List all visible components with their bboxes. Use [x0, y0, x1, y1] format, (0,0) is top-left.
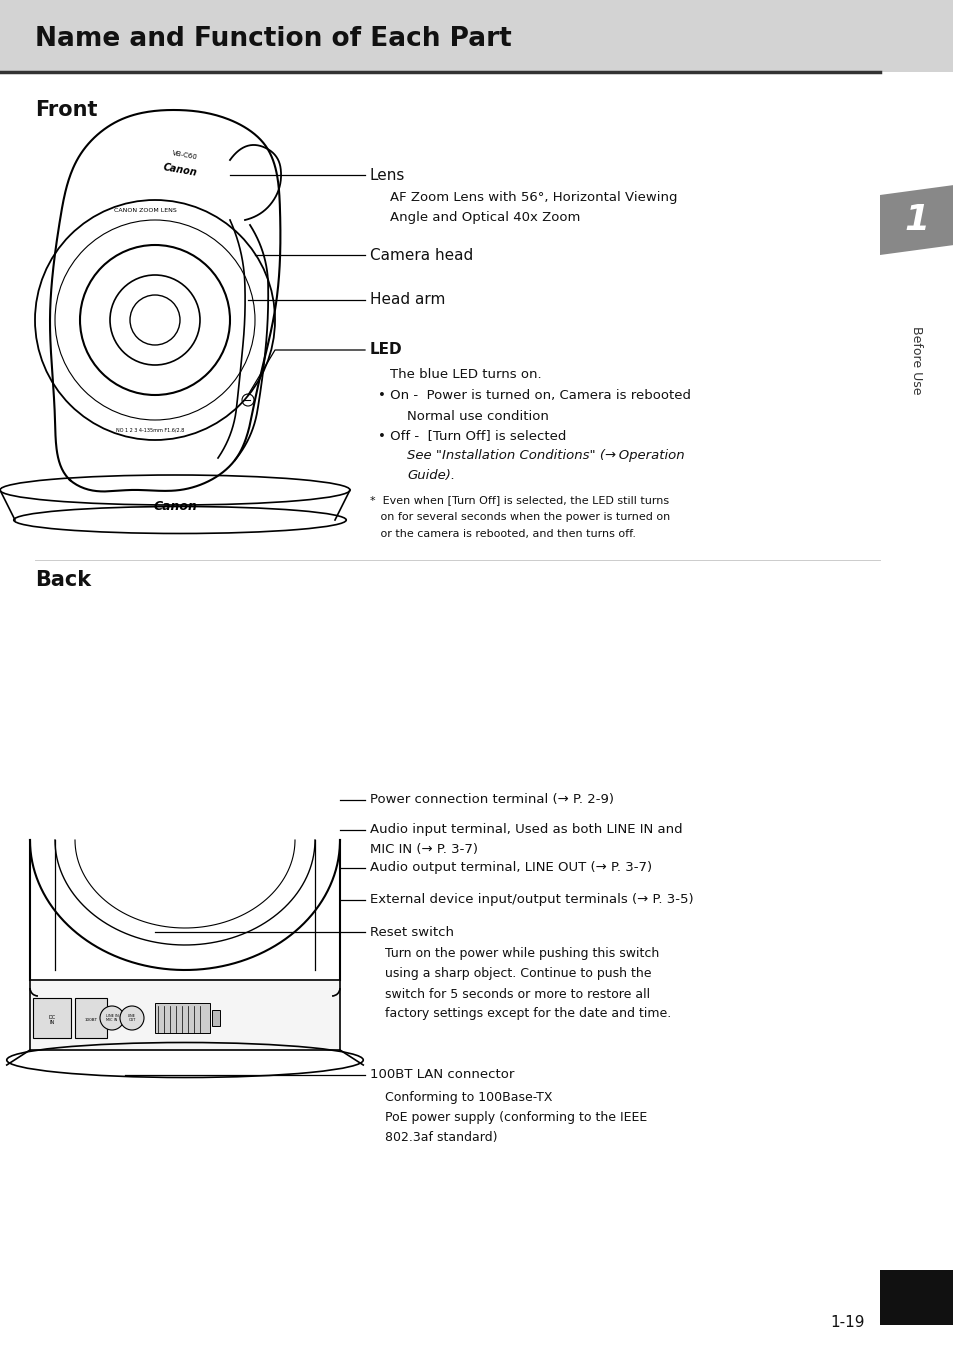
Text: Conforming to 100Base-TX: Conforming to 100Base-TX [385, 1091, 552, 1103]
Text: NO 1 2 3 4-135mm F1.6/2.8: NO 1 2 3 4-135mm F1.6/2.8 [115, 427, 184, 433]
Text: Canon: Canon [152, 500, 196, 512]
Text: on for several seconds when the power is turned on: on for several seconds when the power is… [370, 512, 670, 522]
Text: MIC IN (→ P. 3-7): MIC IN (→ P. 3-7) [370, 844, 477, 857]
Text: CANON ZOOM LENS: CANON ZOOM LENS [113, 208, 176, 214]
Circle shape [120, 1006, 144, 1030]
Text: DC
IN: DC IN [49, 1014, 55, 1025]
Text: PoE power supply (conforming to the IEEE: PoE power supply (conforming to the IEEE [385, 1110, 646, 1124]
Text: Before Use: Before Use [909, 326, 923, 395]
Polygon shape [879, 185, 953, 256]
Text: Angle and Optical 40x Zoom: Angle and Optical 40x Zoom [390, 211, 579, 224]
Text: or the camera is rebooted, and then turns off.: or the camera is rebooted, and then turn… [370, 529, 636, 539]
Text: Lens: Lens [370, 168, 405, 183]
Text: LED: LED [370, 342, 402, 357]
Text: LINE IN
MIC IN: LINE IN MIC IN [106, 1014, 118, 1022]
Bar [75, 998, 107, 1038]
Text: Canon: Canon [162, 162, 197, 178]
Text: See "Installation Conditions" (→ Operation: See "Installation Conditions" (→ Operati… [407, 449, 684, 462]
Bar [879, 1270, 953, 1325]
Bar [30, 980, 339, 1051]
Bar [33, 998, 71, 1038]
Text: Audio output terminal, LINE OUT (→ P. 3-7): Audio output terminal, LINE OUT (→ P. 3-… [370, 861, 652, 875]
Text: Turn on the power while pushing this switch: Turn on the power while pushing this swi… [385, 948, 659, 960]
Text: using a sharp object. Continue to push the: using a sharp object. Continue to push t… [385, 968, 651, 980]
Text: 1: 1 [903, 203, 928, 237]
Text: Normal use condition: Normal use condition [407, 410, 548, 422]
Text: Power connection terminal (→ P. 2-9): Power connection terminal (→ P. 2-9) [370, 794, 614, 807]
Text: *  Even when [Turn Off] is selected, the LED still turns: * Even when [Turn Off] is selected, the … [370, 495, 668, 506]
Text: Audio input terminal, Used as both LINE IN and: Audio input terminal, Used as both LINE … [370, 823, 682, 837]
Bar [0, 0, 953, 72]
Text: Head arm: Head arm [370, 292, 445, 307]
Text: 1-19: 1-19 [830, 1315, 864, 1330]
Text: • On -  Power is turned on, Camera is rebooted: • On - Power is turned on, Camera is reb… [377, 389, 690, 403]
Bar [212, 1010, 220, 1026]
Text: • Off -  [Turn Off] is selected: • Off - [Turn Off] is selected [377, 430, 566, 442]
Text: 100BT LAN connector: 100BT LAN connector [370, 1068, 514, 1082]
Text: Reset switch: Reset switch [370, 926, 454, 938]
Text: External device input/output terminals (→ P. 3-5): External device input/output terminals (… [370, 894, 693, 906]
Text: factory settings except for the date and time.: factory settings except for the date and… [385, 1007, 671, 1021]
Text: Name and Function of Each Part: Name and Function of Each Part [35, 26, 511, 51]
Text: Camera head: Camera head [370, 247, 473, 262]
Text: AF Zoom Lens with 56°, Horizontal Viewing: AF Zoom Lens with 56°, Horizontal Viewin… [390, 192, 677, 204]
Text: The blue LED turns on.: The blue LED turns on. [390, 368, 541, 380]
Bar [154, 1003, 210, 1033]
Text: Guide).: Guide). [407, 469, 455, 483]
Circle shape [100, 1006, 124, 1030]
Text: Front: Front [35, 100, 97, 120]
Text: switch for 5 seconds or more to restore all: switch for 5 seconds or more to restore … [385, 987, 649, 1000]
Text: 802.3af standard): 802.3af standard) [385, 1130, 497, 1144]
Text: Back: Back [35, 571, 91, 589]
Text: VB-C60: VB-C60 [172, 150, 198, 160]
Text: LINE
OUT: LINE OUT [128, 1014, 135, 1022]
Text: 100BT: 100BT [85, 1018, 97, 1022]
